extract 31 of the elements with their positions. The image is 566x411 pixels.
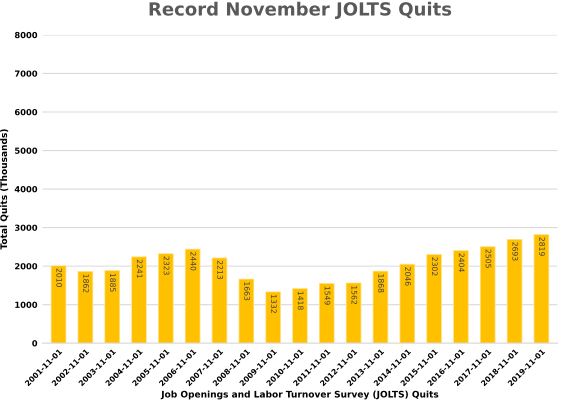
bar [104, 270, 120, 344]
bar [426, 254, 442, 344]
y-tick-label: 5000 [15, 148, 38, 154]
bar [346, 282, 362, 344]
bar [50, 265, 66, 344]
y-tick-label: 3000 [14, 224, 38, 231]
bar [372, 270, 388, 344]
x-axis-title: Job Openings and Labor Turnover Survey (JOLTS) Quits [160, 390, 438, 400]
bar [78, 271, 94, 344]
bar [319, 283, 335, 344]
y-tick-label: 7000 [14, 70, 38, 77]
bar [534, 234, 550, 344]
y-tick-label: 0 [32, 340, 38, 346]
bar [184, 248, 200, 344]
y-tick-label: 4000 [14, 186, 38, 192]
bar [480, 246, 496, 344]
y-tick-label: 1000 [15, 302, 38, 308]
bar [506, 239, 522, 344]
bar [453, 250, 469, 344]
bar [238, 278, 254, 344]
chart-title: Record November JOLTS Quits [150, 2, 452, 20]
bar [131, 256, 147, 344]
bar [399, 264, 416, 344]
bar [292, 288, 308, 344]
bar [265, 291, 281, 344]
bar [212, 257, 228, 344]
bar [158, 253, 174, 344]
y-axis-title: Total Quits (Thousands) [0, 129, 8, 250]
y-tick-label: 6000 [14, 108, 38, 116]
y-tick-label: 2000 [15, 263, 38, 270]
y-tick-label: 8000 [14, 32, 38, 38]
